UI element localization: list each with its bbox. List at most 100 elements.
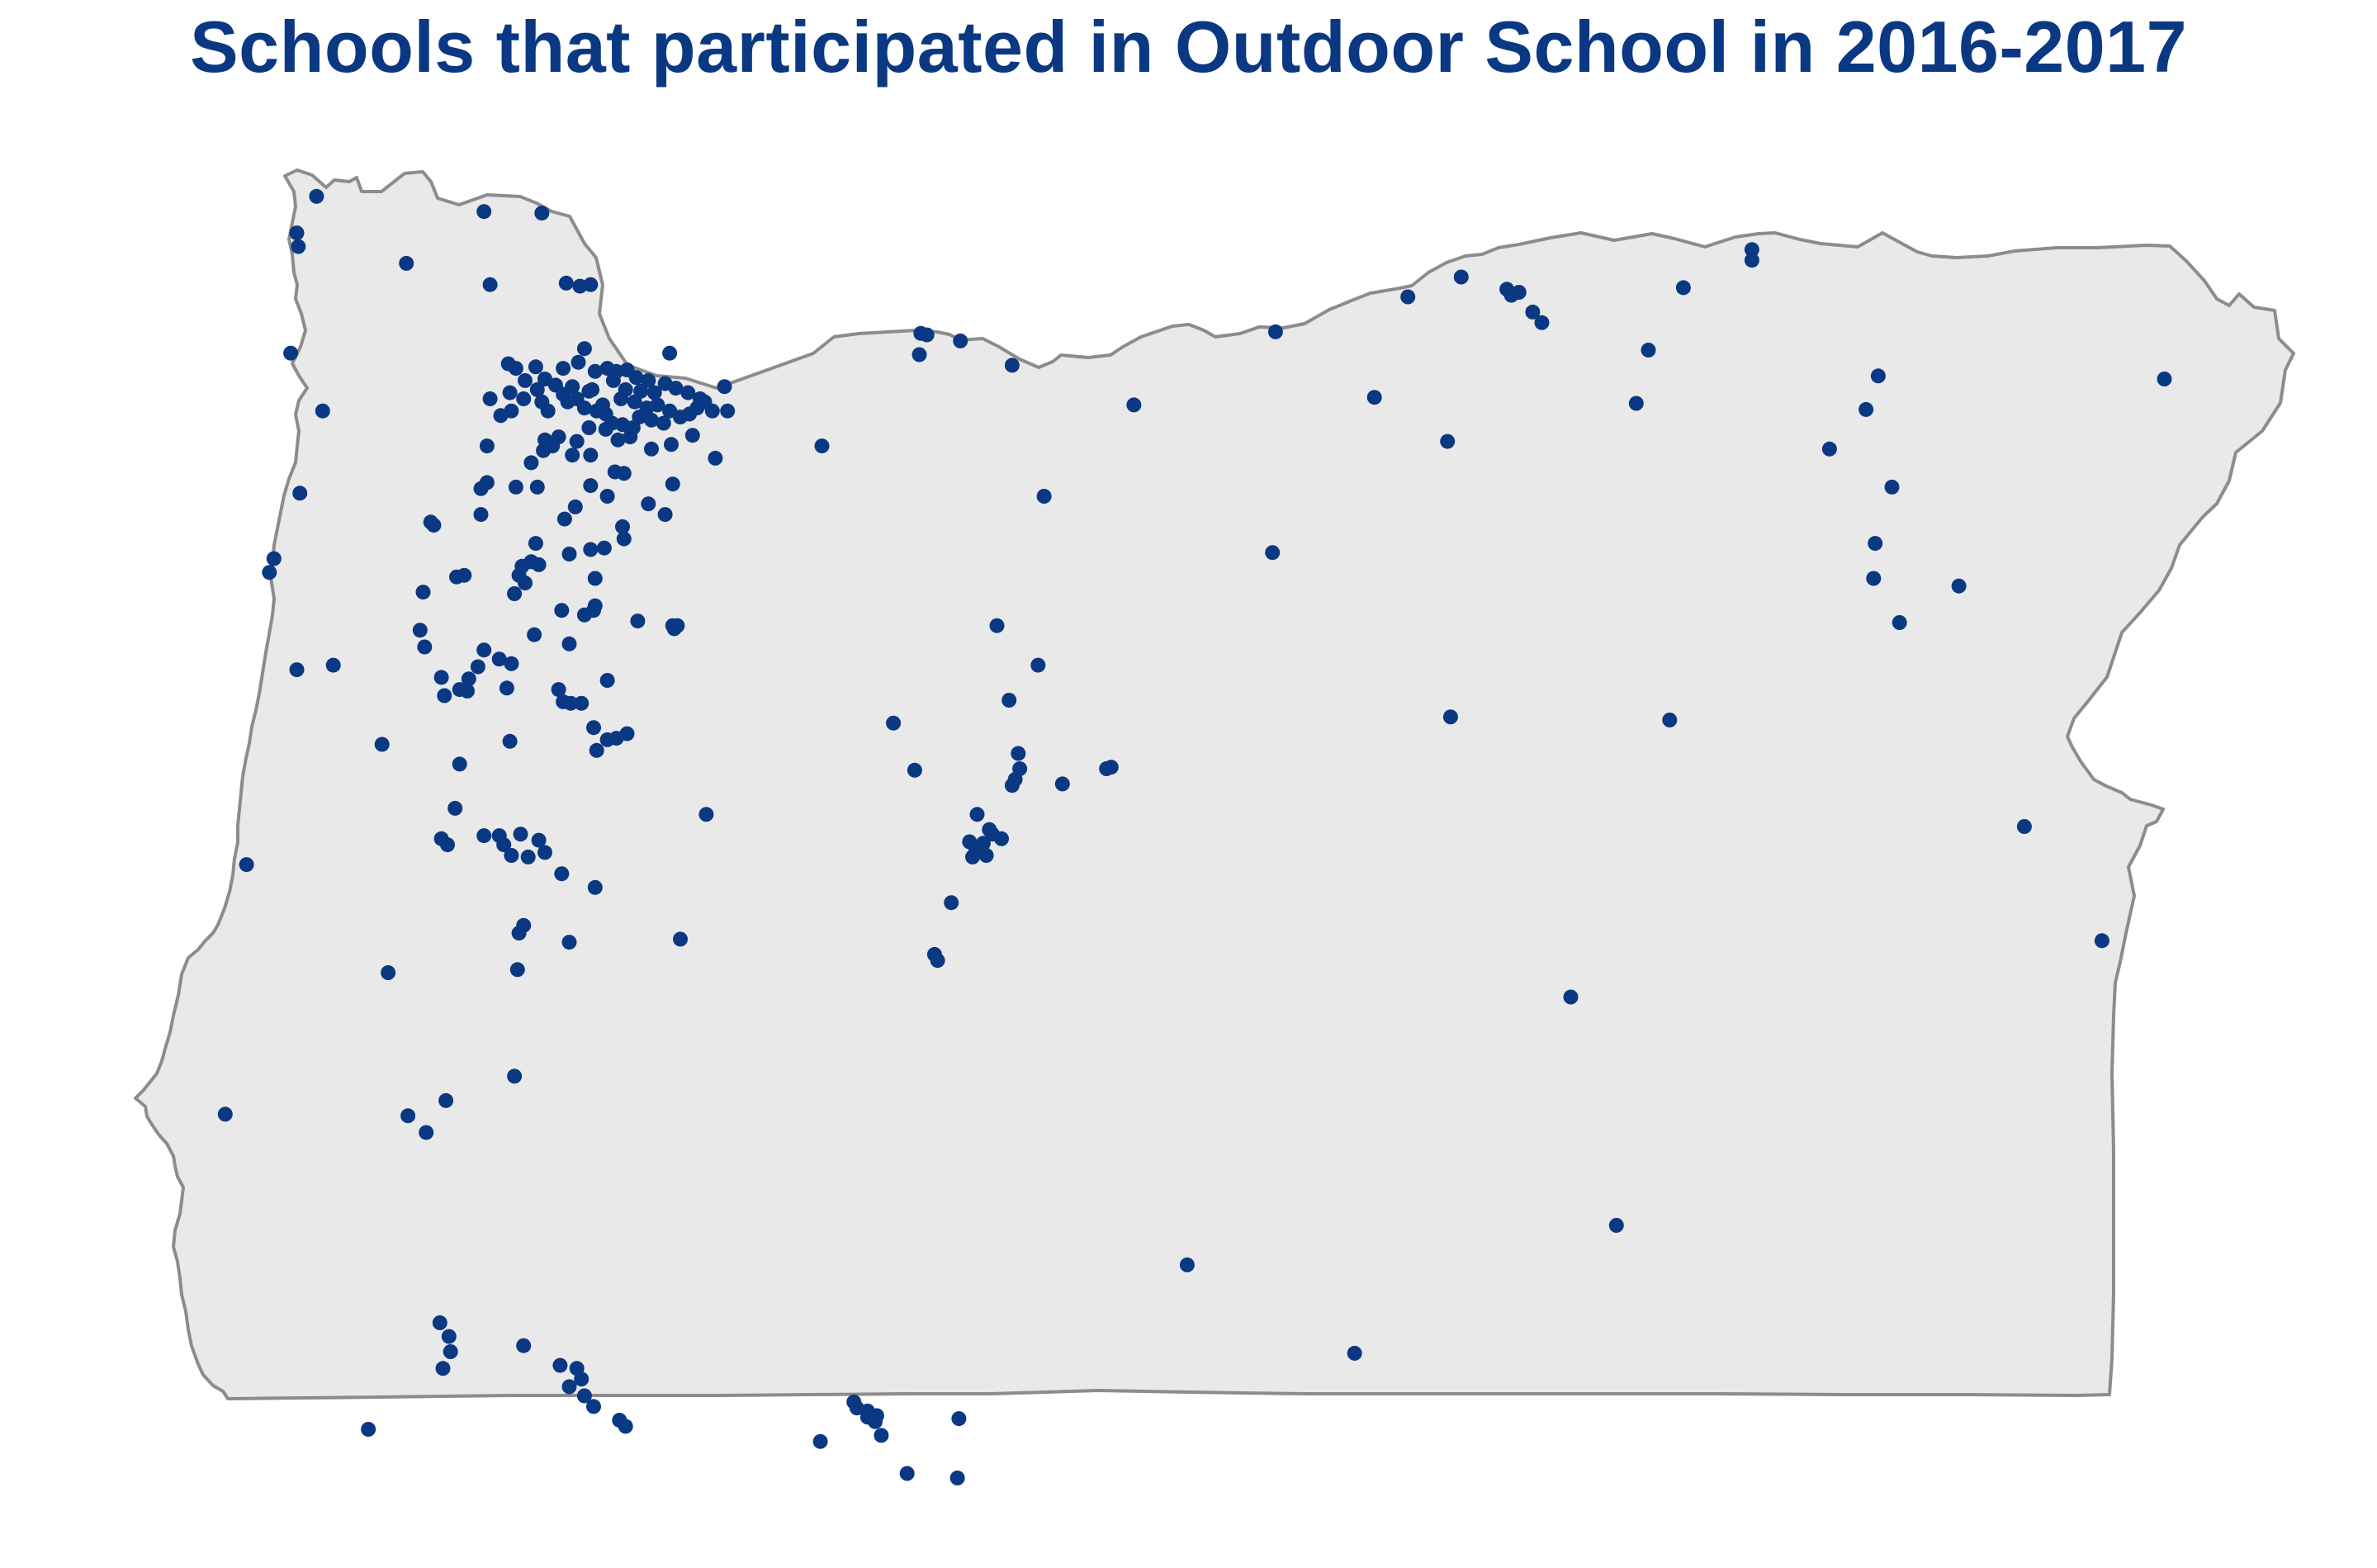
school-marker — [540, 403, 556, 419]
school-marker — [2094, 933, 2109, 949]
school-marker — [618, 381, 633, 397]
school-marker — [482, 391, 498, 406]
school-marker — [561, 1379, 577, 1395]
school-marker — [1001, 693, 1017, 708]
school-marker — [586, 1399, 601, 1414]
school-marker — [587, 571, 603, 586]
school-marker — [644, 412, 659, 428]
school-marker — [576, 607, 592, 623]
school-marker — [587, 598, 603, 613]
school-marker — [684, 428, 700, 443]
school-marker — [523, 455, 539, 471]
school-marker — [1892, 615, 1907, 630]
school-marker — [919, 327, 935, 343]
school-marker — [325, 657, 341, 673]
school-marker — [1951, 578, 1967, 594]
school-marker — [447, 800, 463, 816]
school-marker — [616, 531, 632, 547]
school-marker — [502, 385, 518, 400]
school-marker — [1442, 709, 1458, 725]
school-marker — [569, 433, 585, 449]
school-marker — [985, 827, 1000, 842]
school-marker — [1011, 746, 1026, 761]
school-marker — [1267, 324, 1283, 339]
school-marker — [587, 363, 603, 379]
school-marker — [315, 403, 330, 419]
school-marker — [899, 1466, 915, 1481]
school-marker — [657, 507, 673, 523]
school-marker — [697, 394, 713, 410]
school-marker — [944, 895, 959, 911]
school-marker — [432, 1315, 447, 1330]
school-marker — [516, 1338, 532, 1353]
school-marker — [518, 372, 533, 388]
school-marker — [583, 542, 599, 557]
school-marker — [1440, 433, 1456, 449]
school-marker — [1744, 253, 1759, 268]
school-marker — [618, 1419, 633, 1434]
school-marker — [664, 437, 679, 452]
school-marker — [217, 1106, 233, 1122]
school-marker — [552, 1357, 568, 1373]
school-marker — [585, 381, 600, 397]
school-marker — [2016, 819, 2032, 834]
school-marker — [460, 683, 475, 699]
school-marker — [1884, 479, 1900, 495]
school-marker — [599, 489, 615, 504]
school-marker — [641, 372, 656, 388]
school-marker — [589, 742, 604, 758]
school-marker — [508, 479, 523, 495]
school-marker — [975, 836, 991, 851]
school-marker — [574, 1371, 590, 1387]
school-marker — [670, 618, 685, 633]
school-marker — [493, 408, 509, 424]
school-marker — [616, 466, 632, 481]
school-marker — [558, 275, 574, 291]
school-marker — [1453, 269, 1469, 285]
school-marker — [400, 1108, 416, 1124]
school-marker — [291, 239, 306, 254]
school-marker — [528, 359, 543, 375]
school-marker — [504, 848, 519, 863]
school-marker — [399, 255, 414, 271]
school-marker — [1265, 545, 1281, 561]
school-marker — [531, 557, 547, 572]
school-marker — [433, 670, 449, 685]
school-marker — [1628, 396, 1644, 411]
school-marker — [567, 499, 583, 514]
school-marker — [599, 673, 615, 688]
school-marker — [1511, 285, 1527, 300]
school-marker — [440, 837, 455, 853]
school-marker — [596, 540, 612, 556]
school-marker — [374, 737, 390, 752]
school-marker — [561, 636, 577, 651]
school-marker — [513, 827, 528, 842]
school-marker — [1641, 343, 1656, 358]
school-marker — [361, 1422, 376, 1437]
school-marker — [457, 567, 472, 583]
school-marker — [443, 1344, 458, 1359]
school-marker — [412, 623, 428, 638]
school-marker — [520, 849, 536, 865]
school-marker — [978, 848, 994, 863]
school-marker — [668, 381, 684, 396]
school-marker — [417, 639, 433, 655]
school-marker — [951, 1411, 967, 1427]
school-marker — [491, 651, 507, 667]
school-marker — [665, 476, 680, 492]
school-marker — [527, 627, 542, 642]
school-marker — [266, 551, 282, 566]
school-marker — [507, 586, 523, 601]
school-marker — [641, 496, 656, 512]
school-marker — [473, 507, 489, 523]
school-marker — [479, 475, 495, 490]
school-marker — [605, 372, 621, 388]
school-marker — [583, 478, 599, 494]
school-marker — [309, 188, 324, 204]
school-marker — [1866, 571, 1882, 586]
school-marker — [479, 438, 495, 454]
school-marker — [574, 695, 590, 711]
school-marker — [2157, 372, 2172, 386]
school-marker — [814, 438, 830, 454]
